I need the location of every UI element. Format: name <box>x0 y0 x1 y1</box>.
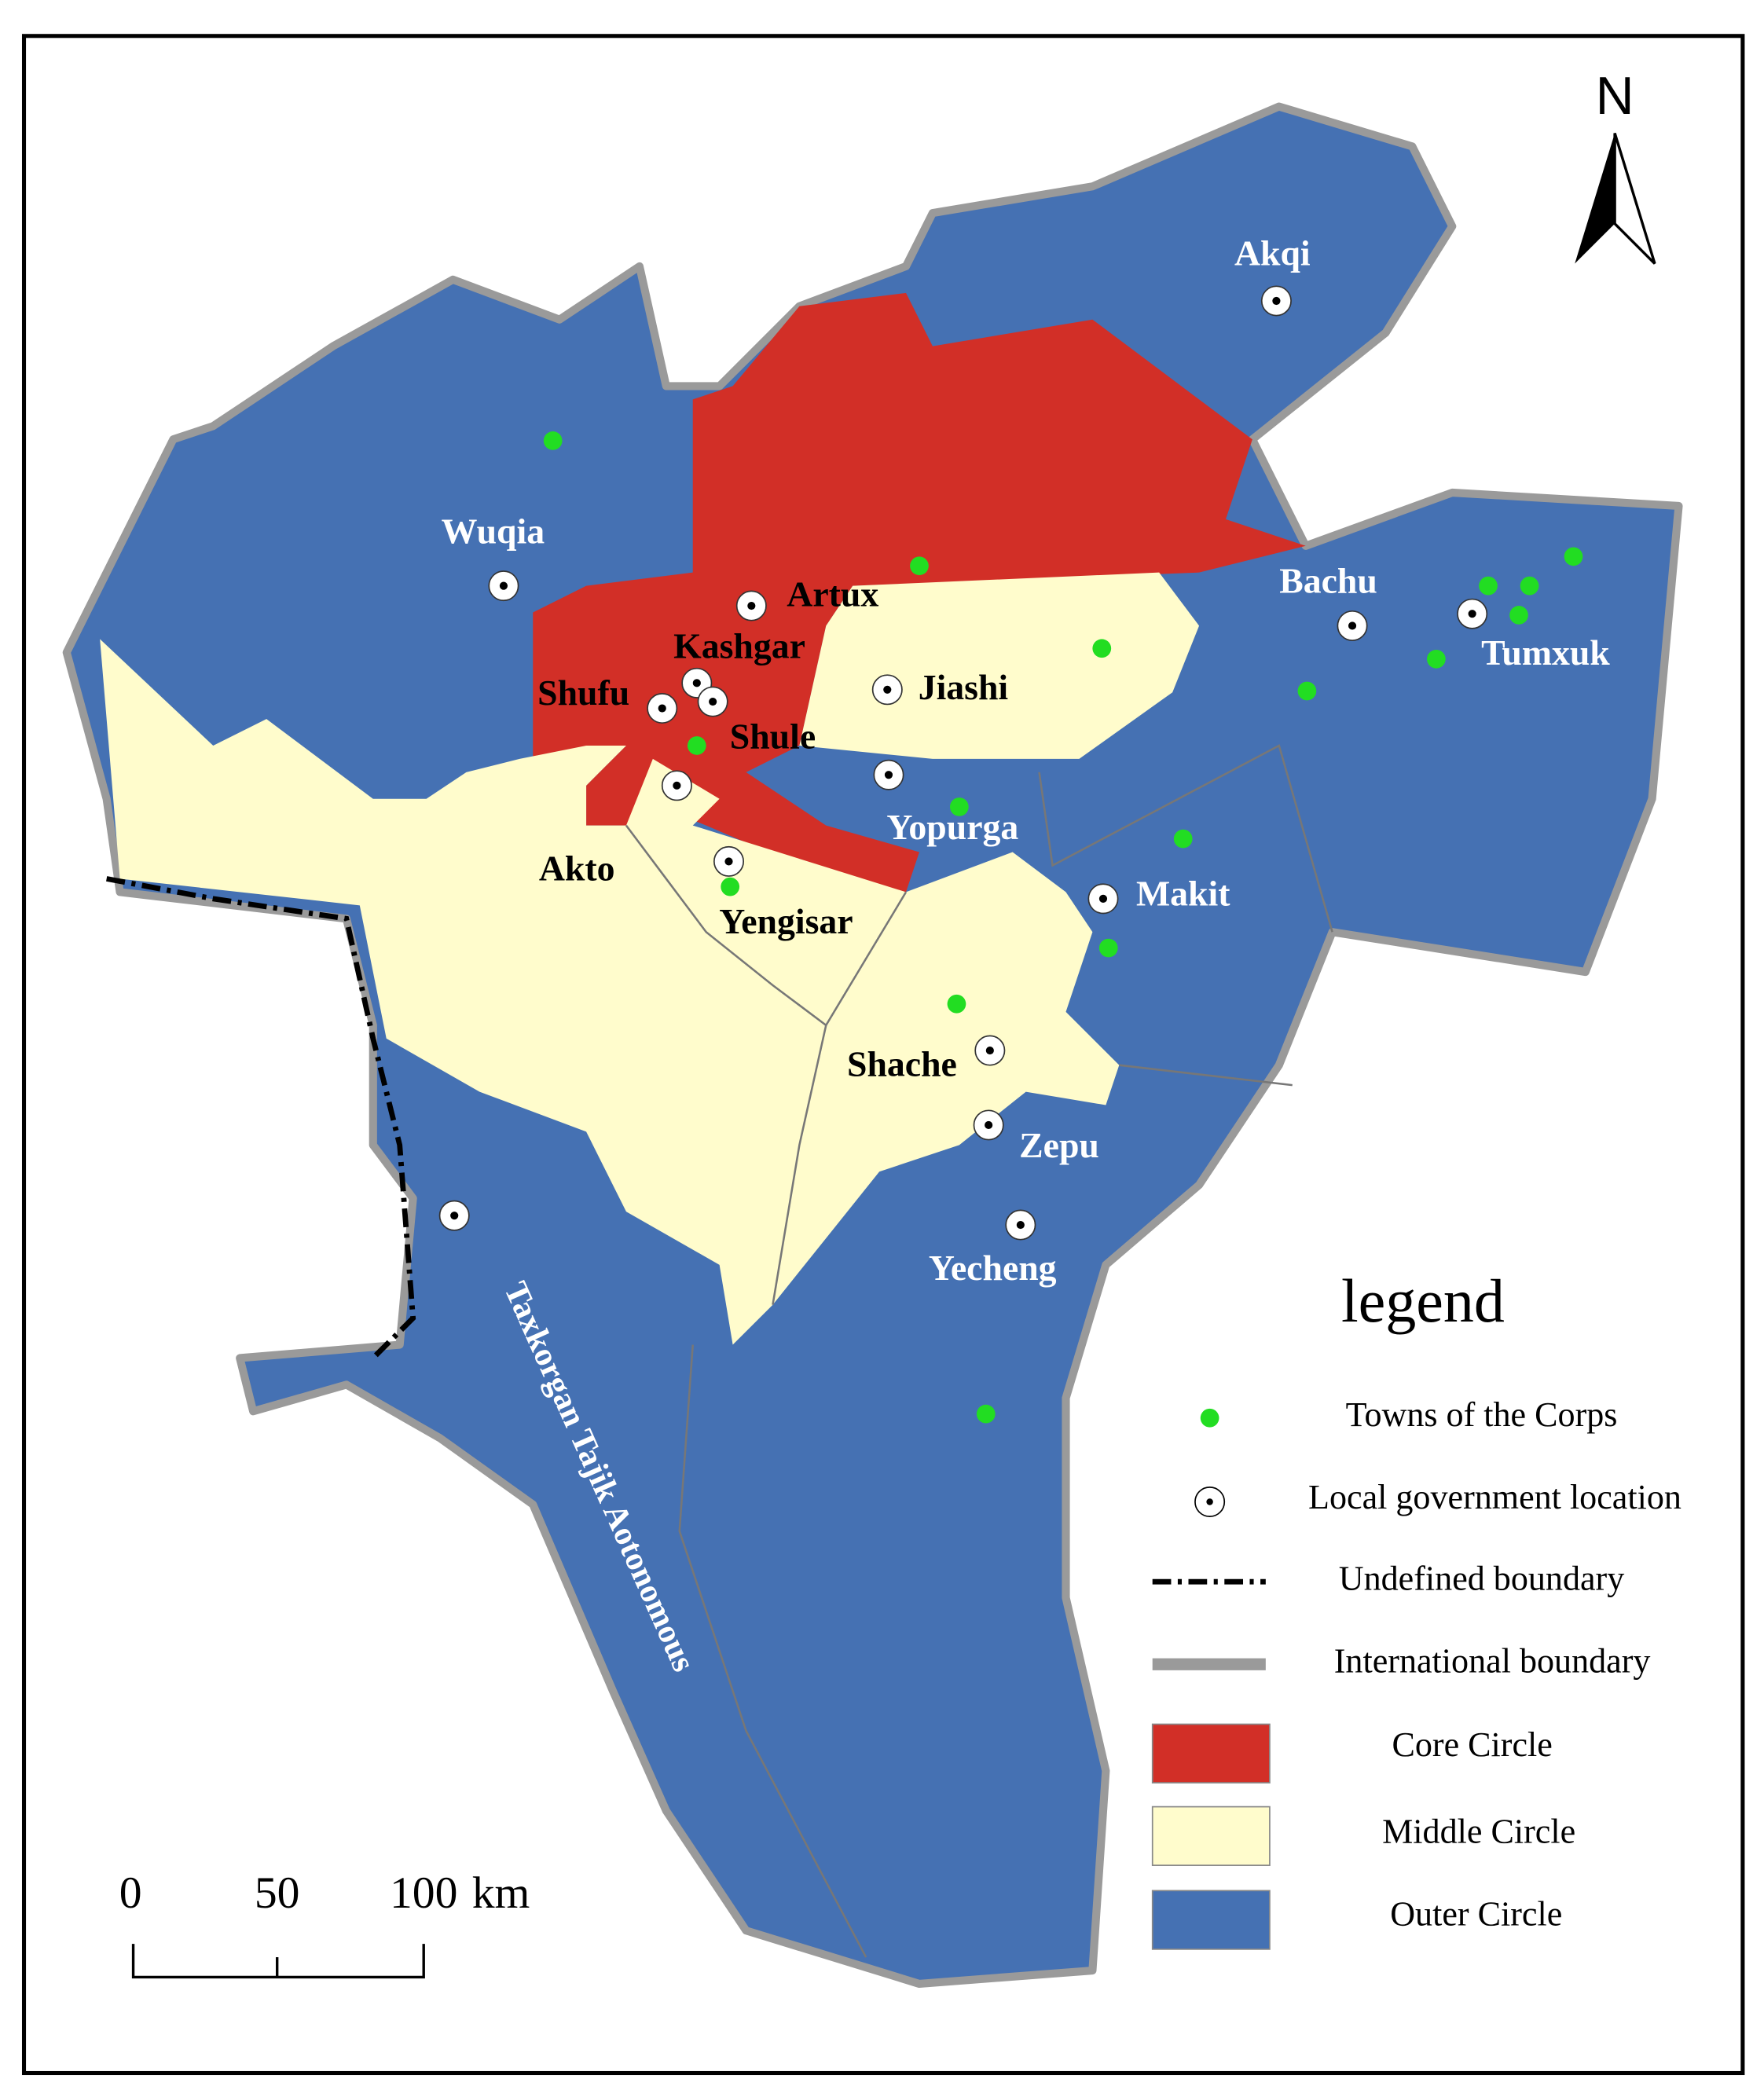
government-marker-dot <box>1348 621 1357 630</box>
place-label: Akqi <box>1234 233 1311 273</box>
legend-label: Core Circle <box>1392 1725 1552 1764</box>
frame <box>21 34 1745 2076</box>
government-marker-dot <box>499 581 508 590</box>
government-marker-dot <box>985 1046 994 1055</box>
scale-unit: km <box>472 1868 530 1918</box>
place-label: Yecheng <box>929 1248 1057 1288</box>
government-marker-dot <box>1468 610 1476 618</box>
scale-label: 0 <box>119 1868 142 1918</box>
government-locations <box>438 285 1488 1241</box>
place-label: Shufu <box>537 673 629 713</box>
place-label: Makit <box>1136 874 1230 914</box>
legend-label: International boundary <box>1334 1641 1651 1680</box>
place-label: Artux <box>787 574 878 614</box>
legend-symbol <box>1151 1723 1271 1784</box>
scale-label: 100 <box>390 1868 457 1918</box>
place-label: Bachu <box>1279 560 1377 600</box>
government-marker-dot <box>709 697 717 706</box>
corps-towns <box>543 431 1583 1424</box>
legend-symbol <box>1200 1408 1219 1428</box>
place-label: Akto <box>539 848 615 888</box>
government-marker-dot <box>747 601 756 610</box>
legend-symbol <box>1206 1498 1213 1505</box>
legend-label: Local government location <box>1308 1478 1681 1516</box>
middle-region <box>799 572 1200 759</box>
place-label: Tumxuk <box>1481 632 1610 673</box>
government-marker-dot <box>673 781 681 790</box>
legend-label: Undefined boundary <box>1339 1559 1625 1597</box>
legend-symbol <box>1151 1890 1271 1950</box>
government-marker-dot <box>1098 894 1108 903</box>
government-marker-dot <box>658 704 666 713</box>
legend-label: Towns of the Corps <box>1346 1395 1618 1434</box>
government-marker-dot <box>450 1212 459 1220</box>
core-region <box>533 292 1306 893</box>
scale-label: 50 <box>255 1868 300 1918</box>
legend-label: Outer Circle <box>1390 1894 1562 1933</box>
government-marker-dot <box>724 857 733 866</box>
legend-symbol <box>1151 1806 1271 1866</box>
place-label: Shache <box>847 1044 957 1084</box>
undefined-boundary <box>106 876 416 1360</box>
place-label: Yopurga <box>886 807 1018 847</box>
place-label: Kashgar <box>673 625 805 665</box>
legend-label: Middle Circle <box>1382 1812 1575 1850</box>
north-arrow <box>1613 132 1656 265</box>
place-label: Yengisar <box>719 901 853 941</box>
place-label: Jiashi <box>919 667 1009 707</box>
place-label: Wuqia <box>442 511 545 552</box>
middle-region <box>100 639 1120 1345</box>
government-marker-dot <box>883 685 892 694</box>
place-label: Zepu <box>1019 1125 1099 1165</box>
government-marker-dot <box>985 1120 993 1130</box>
county-boundaries <box>625 744 1333 1958</box>
place-label: Shule <box>730 717 816 757</box>
government-marker-dot <box>692 679 701 687</box>
government-marker-dot <box>884 771 893 779</box>
government-marker-dot <box>1272 296 1281 306</box>
north-label: N <box>1596 67 1634 126</box>
legend-title: legend <box>1341 1267 1505 1335</box>
government-marker-dot <box>1016 1220 1025 1230</box>
